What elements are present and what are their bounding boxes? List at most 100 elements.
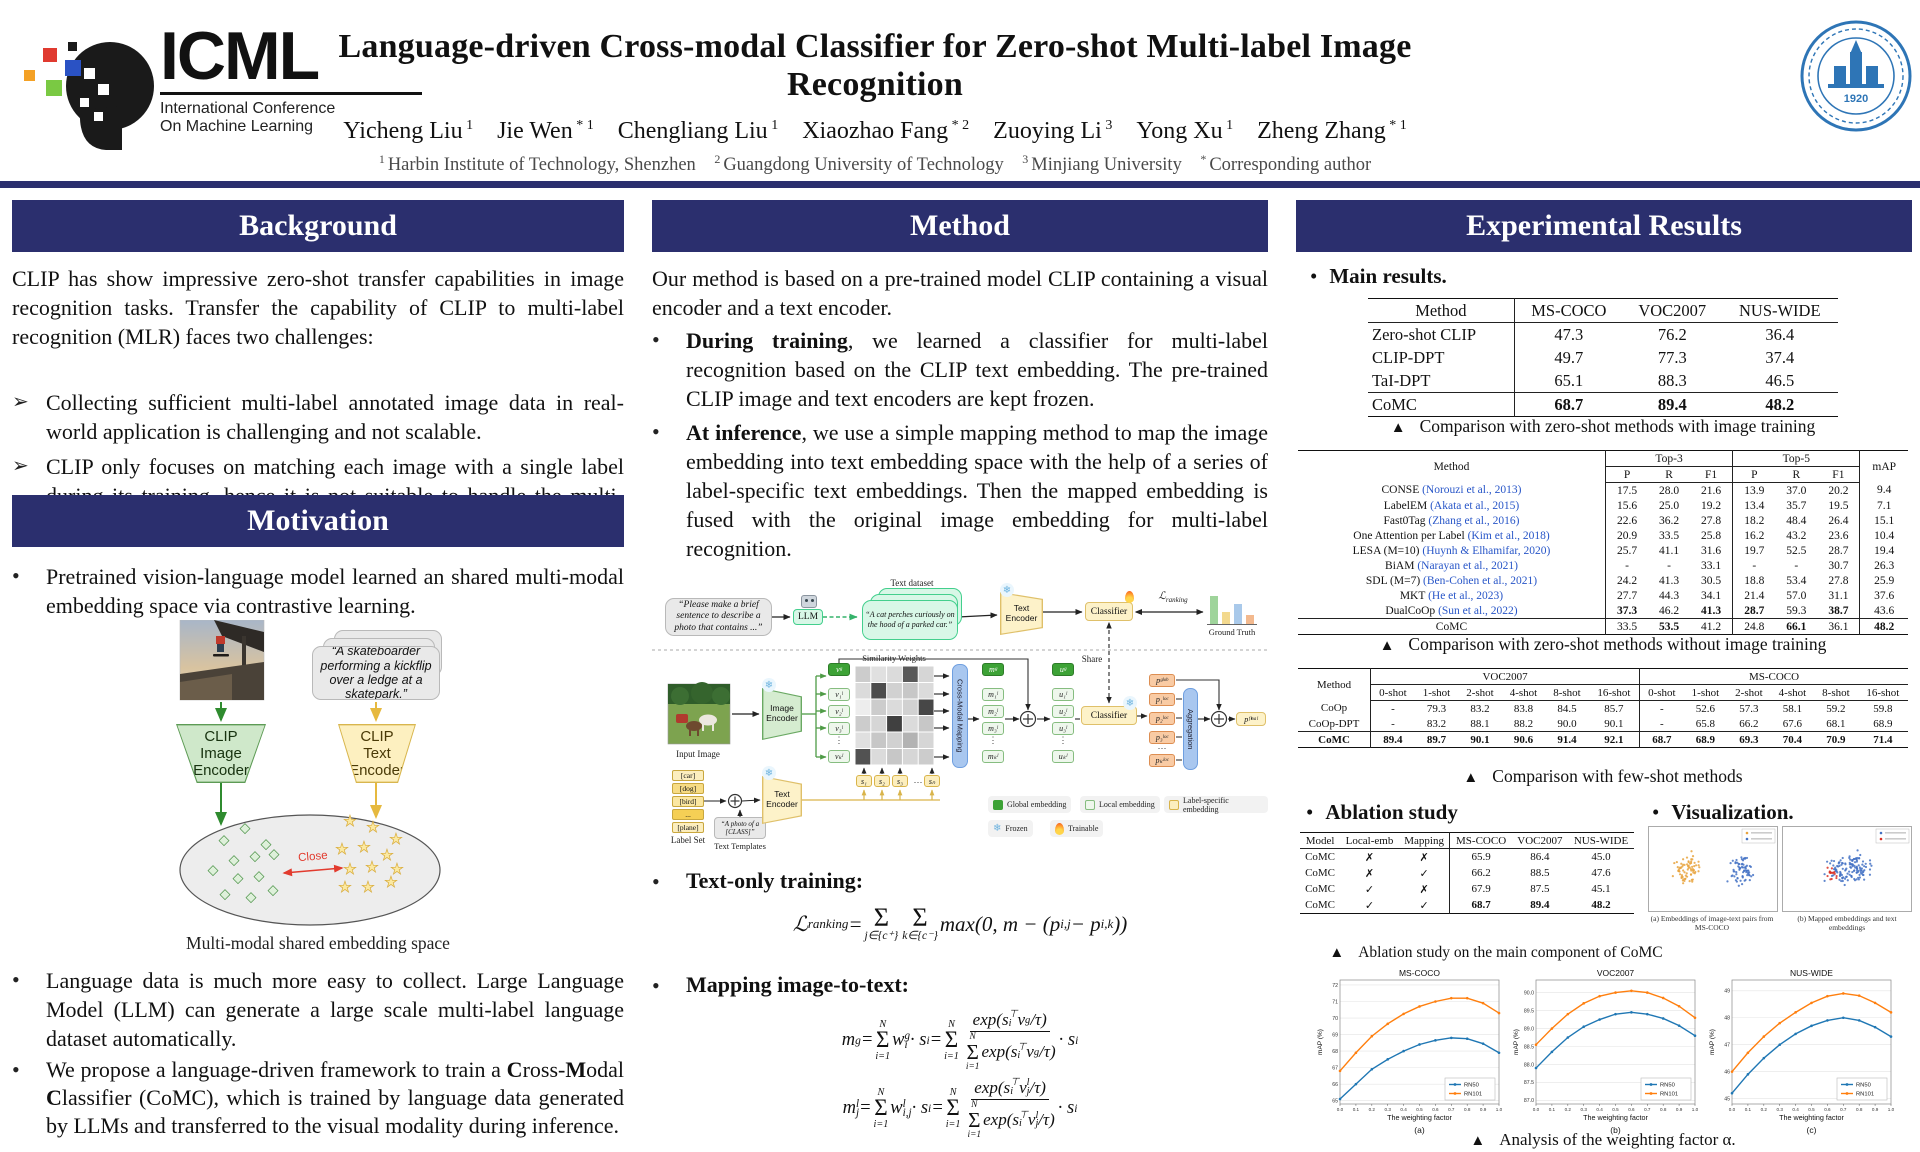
author-list: Yicheng Liu 1 Jie Wen * 1 Chengliang Liu… [343,118,1407,144]
image-embedding-diamonds: ◆◆◆◆ ◆ ◆◆◆ ◆◆ ◆ ◆ [208,820,280,905]
label-embedding-chip: s₁ [856,775,872,787]
table-cell: Mapping [1398,832,1450,849]
svg-text:RN50: RN50 [1464,1083,1479,1089]
trainable-icon [1125,591,1134,603]
table-cell: R [1775,466,1818,483]
svg-text:◆: ◆ [240,820,250,835]
table2-caption: ▲ Comparison with zero-shot methods witho… [1379,634,1827,654]
svg-text:66: 66 [1332,1082,1338,1088]
column-results: Experimental Results • Main results. Meth… [1296,200,1912,1152]
table-cell: - [1370,716,1415,732]
table-row: CoMC ✓ ✓ 68.7 89.4 48.2 [1300,897,1634,914]
arrow-bullet-icon: ➢ [12,455,29,477]
table-cell: 88.1 [1470,717,1490,730]
table-cell: VOC2007 [1622,298,1722,323]
table-cell: 88.2 [1513,717,1534,730]
table-cell: 1-shot [1683,684,1728,701]
table-cell: 28.7 [1828,544,1849,557]
motivation-bullet-2: • Language data is much more easy to col… [12,966,624,1053]
ellipsis: ⋮ [988,735,998,745]
author-name: Xiaozhao Fang [802,118,949,144]
svg-text:1.0: 1.0 [1888,1107,1895,1112]
svg-text:★: ★ [366,819,379,836]
table-cell: 91.4 [1545,731,1589,748]
table-cell: 41.2 [1690,618,1733,635]
global-embedding-swatch [993,799,1003,810]
embedding-chip: m₁ˡ [982,688,1004,701]
table-cell: CoMC [1305,867,1336,879]
table-cell: ✗ [1419,883,1429,896]
weighting-chart-nuswide: 45 46 47 48 49 0.0 0.1 0.2 0.3 0.4 0.5 0.6 0.7 0.8 0.9… [1706,966,1898,1136]
table-cell: 16.2 [1732,528,1776,543]
table-cell: 37.0 [1786,484,1807,497]
embedding-chip: mᵍ [982,663,1004,676]
icml-sub2: On Machine Learning [160,118,313,135]
svg-text:◆: ◆ [261,836,271,851]
table-cell: 89.4 [1370,731,1415,748]
table-cell: 9.4 [1859,482,1908,498]
text-encoder-bottom: Text Encoder [762,776,802,824]
label-specific-embedding-swatch [1169,799,1179,810]
table-cell: 58.1 [1782,702,1803,715]
table-cell: 52.5 [1786,544,1807,557]
text-segment: We propose a language-driven framework t… [46,1057,507,1082]
citation: (Kim et al., 2018) [1467,529,1550,542]
ranking-loss-label: ℒranking [1158,591,1188,605]
table-cell: TaI-DPT [1372,370,1431,390]
ellipsis: ⋮ [834,735,844,745]
dot-bullet-icon: • [652,419,660,444]
table-row: One Attention per Label (Kim et al., 201… [1298,528,1908,543]
svg-text:◆: ◆ [233,870,243,885]
embedding-chip: vₖˡ [828,750,850,763]
svg-text:87.5: 87.5 [1524,1080,1534,1086]
svg-text:49: 49 [1724,989,1730,995]
table-cell: 68.7 [1513,392,1623,417]
table-cell: 92.1 [1588,731,1640,748]
frozen-icon: ❄ [1000,583,1014,597]
scatter-plot [1648,826,1778,912]
svg-text:87.0: 87.0 [1524,1098,1534,1104]
table-cell: CONSE (Norouzi et al., 2013) [1381,484,1522,497]
section-header-results: Experimental Results [1296,200,1912,252]
icml-sub1: International Conference [160,100,336,117]
table-cell: R [1648,466,1691,483]
table-cell: 57.3 [1739,702,1759,715]
table-cell: 67.9 [1449,881,1512,897]
ellipsis: ⋮ [1058,735,1068,745]
embedding-chip: mₖˡ [982,750,1004,763]
svg-text:0.8: 0.8 [1856,1107,1863,1112]
table-row: CLIP-DPT 49.7 77.3 37.4 [1368,346,1838,369]
label-embedding-chip: sₙ [924,775,940,787]
author-name: Zuoying Li [993,118,1102,144]
svg-text:◆: ◆ [250,848,260,863]
motivation-figure: ◆◆◆◆◆◆◆◆◆◆◆◆ ★★★★★★★★★★★★ Close “A perso [12,620,624,953]
table-cell: MS-COCO [1513,298,1623,323]
frozen-icon: ❄ [993,823,1002,834]
label-set-item: [car] [672,770,704,781]
table-cell: 30.5 [1701,574,1722,587]
affiliation: Minjiang University [1031,155,1182,176]
table-cell: mAP [1859,450,1908,483]
table-cell: 33.1 [1701,559,1722,572]
svg-text:★: ★ [380,847,393,864]
table-cell: 59.3 [1786,604,1807,617]
frozen-icon: ❄ [1123,696,1137,710]
svg-text:0.8: 0.8 [1660,1107,1667,1112]
table-cell: 13.4 [1732,498,1776,513]
table-cell: 48.2 [1591,899,1611,911]
clip-image-encoder: CLIP Image Encoder [176,724,266,783]
table-cell: F1 [1817,466,1861,483]
svg-text:RN50: RN50 [1660,1083,1675,1089]
few-shot-table: Method VOC2007 MS-COCO 0-shot 1-shot 2-shot 4-… [1298,668,1908,748]
affiliation: Corresponding author [1209,155,1372,176]
table-cell: - [1370,700,1415,716]
charts-caption: ▲ Analysis of the weighting factor α. [1470,1130,1736,1149]
embedding-chip: uᵍ [1052,663,1074,676]
label-set-item: ... [672,809,704,820]
series-RN101 [1731,992,1892,1073]
table-cell: 8-shot [1814,684,1858,701]
svg-text:0.0: 0.0 [1337,1107,1344,1112]
table-cell: - [1794,559,1799,572]
embedding-chip: m₃ˡ [982,722,1004,735]
table-cell: 46.2 [1659,604,1680,617]
